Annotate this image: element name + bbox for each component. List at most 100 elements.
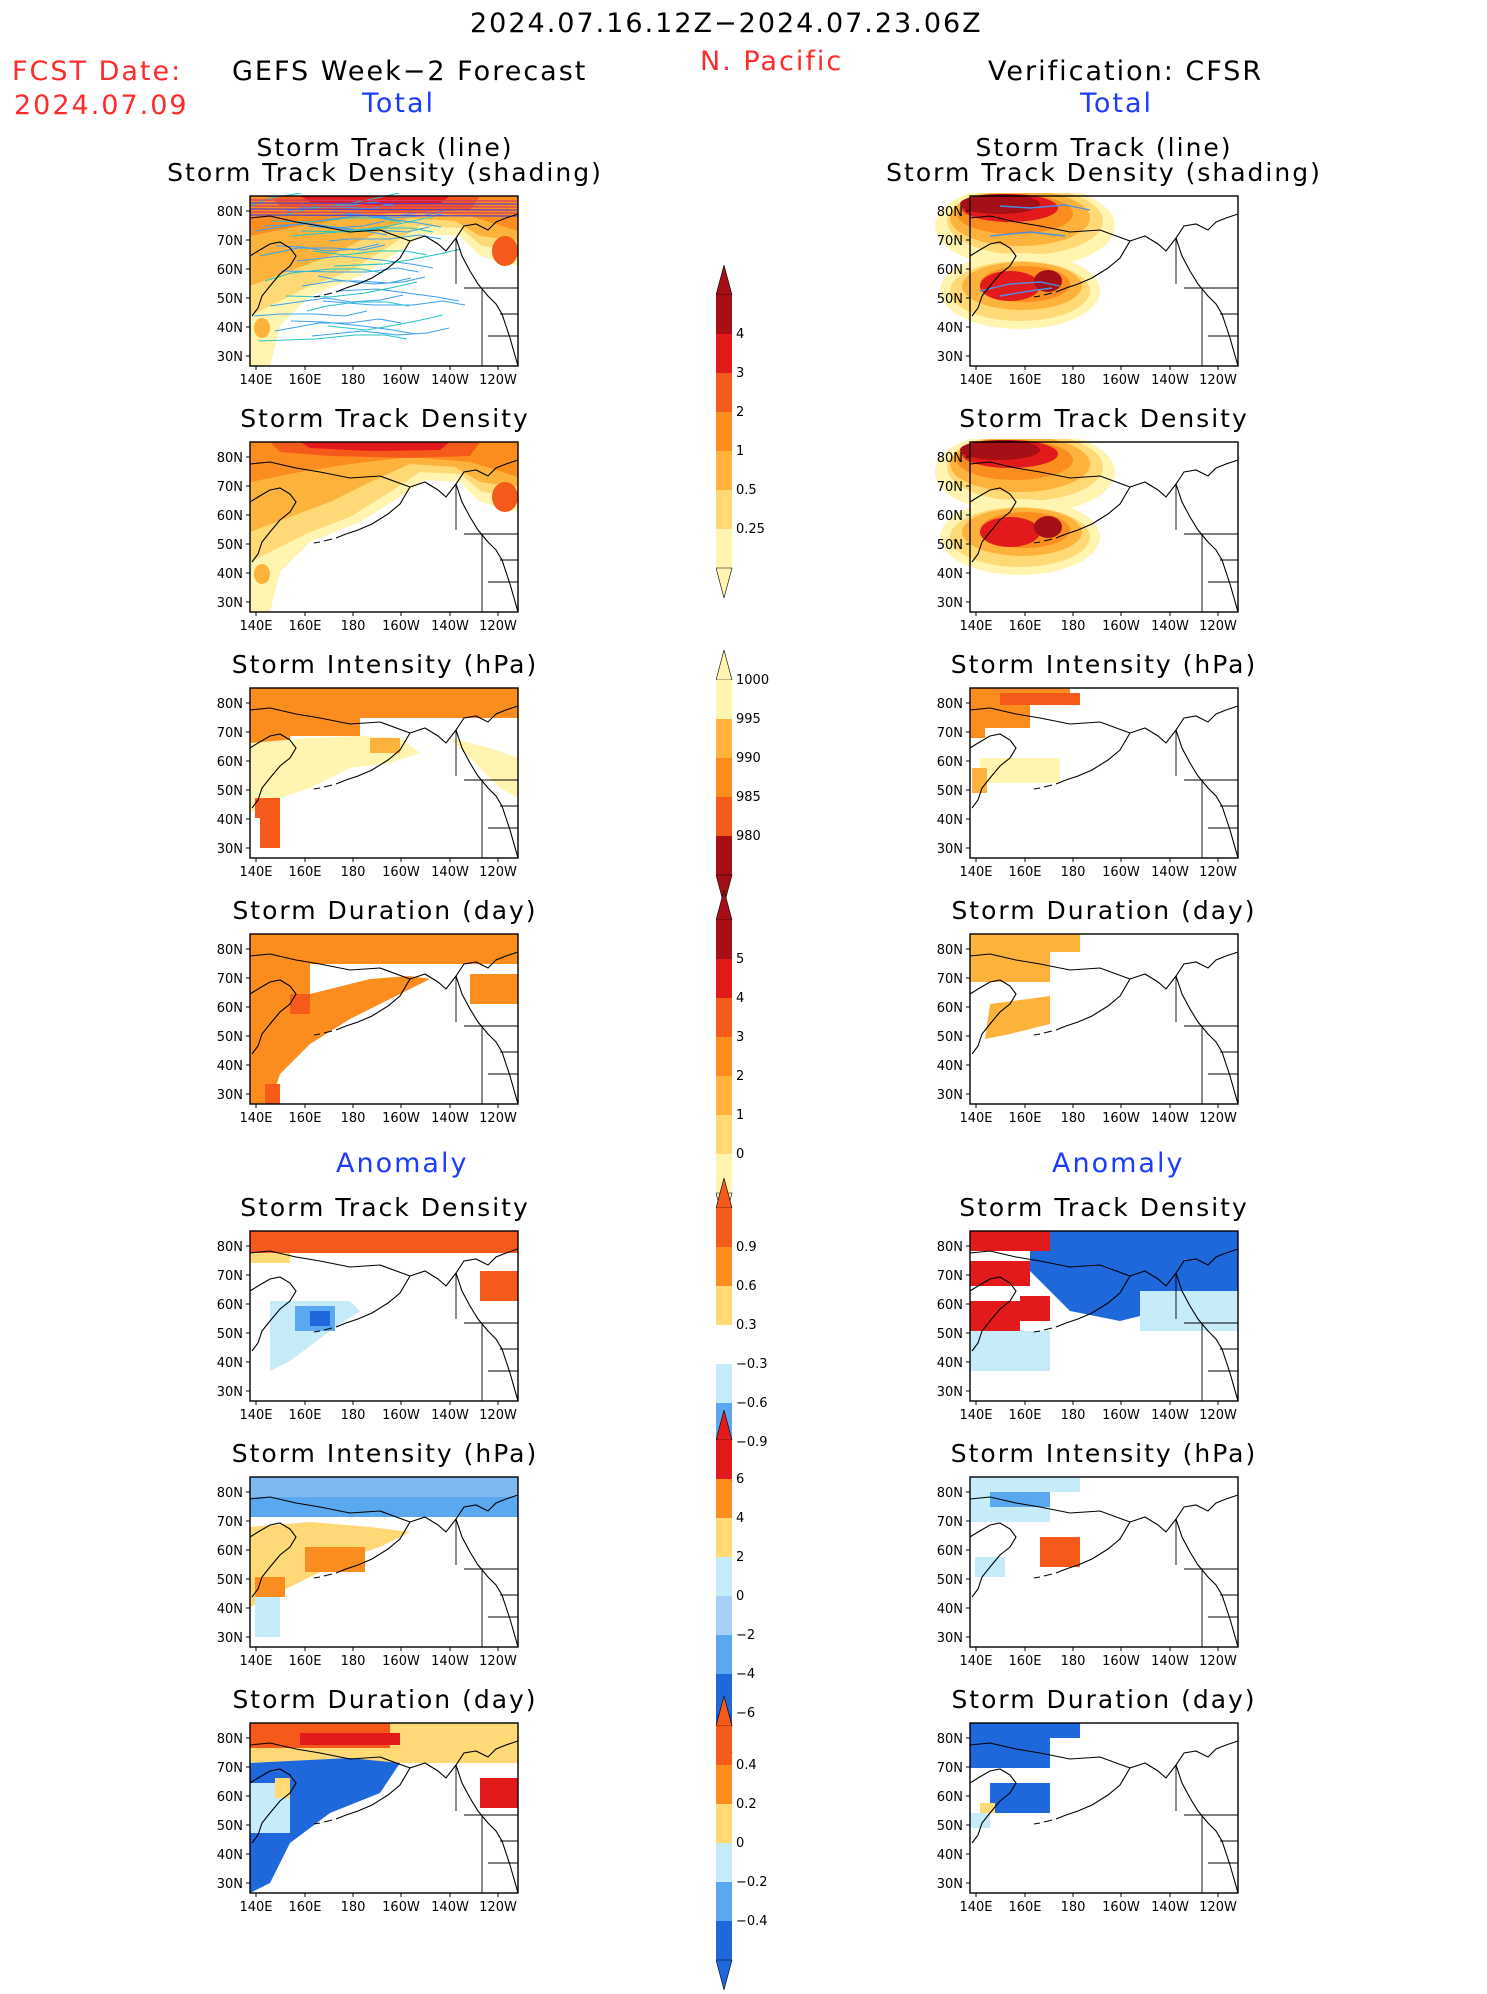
duration-colorbar-svg: 5 4 3 2 1 0 bbox=[715, 888, 744, 1225]
shade-cell bbox=[290, 718, 360, 736]
gefs-duration-map-svg: 80N 70N 60N 50N 40N 30N 140E 160E 180 160W 140W 120… bbox=[217, 933, 519, 1126]
storm-track-line bbox=[301, 277, 412, 287]
lon-label: 140E bbox=[239, 1408, 272, 1423]
lat-label: 50N bbox=[217, 1327, 243, 1342]
right-duration-title: Storm Duration (day) bbox=[951, 896, 1257, 925]
lat-label: 40N bbox=[217, 321, 243, 336]
lat-label: 40N bbox=[937, 1059, 963, 1074]
lat-label: 50N bbox=[217, 1819, 243, 1834]
intensity-colorbar: 1000 995 990 985 980 bbox=[715, 648, 806, 907]
coastline bbox=[455, 975, 519, 1105]
lat-label: 40N bbox=[217, 1848, 243, 1863]
coastline bbox=[409, 951, 519, 990]
coastline bbox=[1129, 213, 1239, 252]
lon-label: 140E bbox=[239, 1654, 272, 1669]
lat-label: 30N bbox=[217, 842, 243, 857]
shade-blob bbox=[492, 482, 518, 512]
colorbar-swatch bbox=[716, 1286, 732, 1325]
shade-cell bbox=[370, 738, 400, 753]
gefs-track-map: 80N 70N 60N 50N 40N 30N 140E 160E 180 160W 140W 120… bbox=[204, 182, 562, 393]
colorbar-label: 1 bbox=[736, 444, 744, 459]
lon-label: 140W bbox=[431, 1111, 469, 1126]
coastline bbox=[345, 240, 411, 289]
coastline bbox=[969, 461, 1131, 488]
lat-label: 40N bbox=[217, 1356, 243, 1371]
lon-label: 140E bbox=[959, 1408, 992, 1423]
colorbar-label: 0 bbox=[736, 1836, 744, 1851]
colorbar-label: 985 bbox=[736, 790, 761, 805]
duration-anomaly-colorbar: 0.4 0.2 0 −0.2 −0.4 bbox=[715, 1694, 806, 1992]
lat-label: 40N bbox=[937, 321, 963, 336]
storm-track-line bbox=[322, 300, 466, 306]
lat-label: 80N bbox=[217, 943, 243, 958]
lat-label: 50N bbox=[217, 784, 243, 799]
lon-label: 140W bbox=[431, 619, 469, 634]
colorbar-label: −0.9 bbox=[736, 1435, 768, 1450]
map-frame bbox=[249, 195, 519, 367]
lat-label: 80N bbox=[217, 205, 243, 220]
lon-label: 160E bbox=[288, 373, 321, 388]
lat-label: 60N bbox=[937, 509, 963, 524]
coastline bbox=[969, 1742, 1131, 1769]
shade-cell bbox=[1040, 1537, 1080, 1567]
coastline bbox=[249, 1522, 297, 1598]
shade-cell bbox=[972, 768, 987, 793]
gefs-density-anomaly-map: 80N 70N 60N 50N 40N 30N 140E 160E 180 160W 140W 120… bbox=[204, 1228, 562, 1428]
colorbar-label: −2 bbox=[736, 1628, 755, 1643]
lon-label: 180 bbox=[341, 1408, 366, 1423]
colorbar-swatch bbox=[716, 1921, 732, 1960]
lat-label: 60N bbox=[217, 1790, 243, 1805]
colorbar-swatch bbox=[716, 1674, 732, 1713]
map-frame bbox=[969, 441, 1239, 613]
colorbar-label: 0 bbox=[736, 1589, 744, 1604]
lon-label: 160W bbox=[382, 1654, 420, 1669]
coastline bbox=[345, 732, 411, 781]
colorbar-label: 1 bbox=[736, 1108, 744, 1123]
coastline bbox=[1033, 1025, 1067, 1036]
right-duration-anom-title: Storm Duration (day) bbox=[951, 1685, 1257, 1714]
storm-track-line bbox=[249, 202, 519, 205]
storm-track-line bbox=[249, 205, 519, 208]
cfsr-density-map: 80N 70N 60N 50N 40N 30N 140E 160E 180 160W 140W 120… bbox=[924, 430, 1282, 639]
coastline bbox=[249, 215, 411, 242]
lon-label: 160E bbox=[288, 1408, 321, 1423]
lon-label: 160W bbox=[1102, 1111, 1140, 1126]
lat-label: 50N bbox=[217, 538, 243, 553]
shade-cell bbox=[250, 1477, 518, 1497]
shade-cell bbox=[980, 1803, 995, 1813]
lon-label: 140W bbox=[1151, 1654, 1189, 1669]
border-line bbox=[1175, 976, 1238, 1104]
lon-label: 140E bbox=[239, 373, 272, 388]
map-frame bbox=[969, 1476, 1239, 1648]
lon-label: 140E bbox=[239, 1111, 272, 1126]
lat-label: 40N bbox=[217, 1602, 243, 1617]
lat-label: 70N bbox=[217, 1761, 243, 1776]
lon-label: 180 bbox=[1061, 1900, 1086, 1915]
cfsr-intensity-anomaly-map: 80N 70N 60N 50N 40N 30N 140E 160E 180 160W 140W 120… bbox=[924, 1474, 1282, 1674]
shade-cell bbox=[970, 1301, 1020, 1331]
storm-track-line bbox=[253, 310, 368, 317]
map-frame bbox=[249, 1476, 519, 1648]
shade-region bbox=[250, 736, 420, 813]
coastline bbox=[249, 1742, 411, 1769]
lat-label: 50N bbox=[937, 1030, 963, 1045]
fcst-date-label: FCST Date: bbox=[12, 56, 183, 87]
storm-track-line bbox=[296, 255, 434, 269]
shade-cell bbox=[970, 1331, 1050, 1371]
coastline bbox=[249, 487, 297, 563]
cfsr-density-anomaly-map: 80N 70N 60N 50N 40N 30N 140E 160E 180 160W 140W 120… bbox=[924, 1228, 1282, 1428]
left-total-label: Total bbox=[362, 88, 436, 119]
cfsr-track-map-svg: 80N 70N 60N 50N 40N 30N 140E 160E 180 160W 140W 120… bbox=[935, 184, 1239, 388]
shade-cell bbox=[1140, 1291, 1238, 1331]
left-intensity-anom-title: Storm Intensity (hPa) bbox=[231, 1439, 539, 1468]
storm-track-line bbox=[999, 204, 1091, 211]
shade-cell bbox=[290, 994, 310, 1014]
lon-label: 160W bbox=[382, 1111, 420, 1126]
lon-label: 160E bbox=[1008, 865, 1041, 880]
coastline bbox=[1033, 533, 1067, 544]
map-frame bbox=[969, 933, 1239, 1105]
region-title: N. Pacific bbox=[700, 46, 844, 77]
shade-cell bbox=[480, 1271, 518, 1301]
shade-cell bbox=[970, 728, 985, 738]
shade-cell bbox=[255, 1597, 280, 1637]
